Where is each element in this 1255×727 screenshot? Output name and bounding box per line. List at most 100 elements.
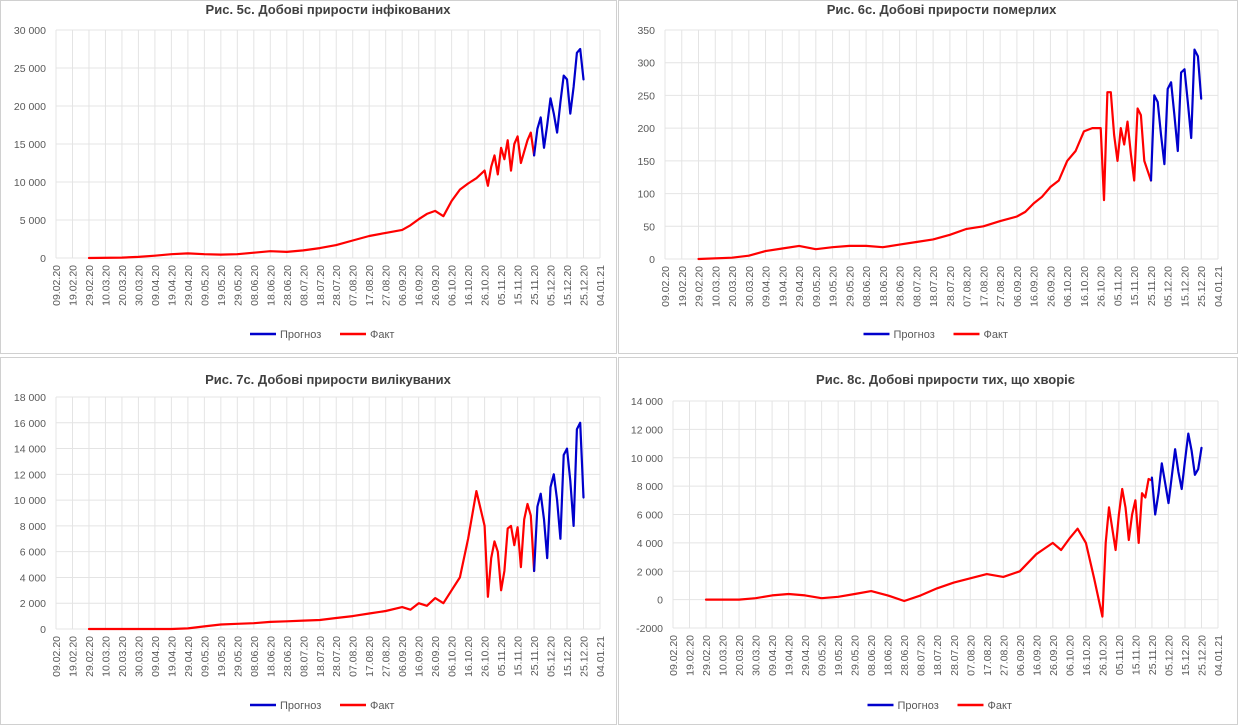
- x-tick-label: 10.03.20: [100, 636, 112, 677]
- y-tick-label: 4 000: [20, 572, 46, 584]
- y-tick-label: 20 000: [14, 101, 46, 113]
- y-tick-label: 350: [637, 25, 655, 37]
- x-tick-label: 19.05.20: [216, 636, 228, 677]
- x-tick-label: 26.10.20: [480, 636, 492, 677]
- x-tick-label: 26.09.20: [430, 636, 442, 677]
- y-tick-label: 250: [637, 90, 655, 102]
- legend-label: Факт: [988, 700, 1012, 712]
- chart-legend: Прогноз Факт: [250, 700, 394, 712]
- x-tick-label: 10.03.20: [718, 635, 730, 676]
- x-tick-label: 29.02.20: [694, 266, 706, 307]
- x-tick-label: 08.07.20: [298, 265, 310, 306]
- x-tick-label: 15.11.20: [1129, 266, 1141, 306]
- x-tick-label: 29.02.20: [84, 636, 96, 677]
- x-tick-label: 19.02.20: [685, 635, 697, 676]
- x-tick-label: 16.09.20: [414, 636, 426, 677]
- x-tick-label: 09.02.20: [51, 636, 63, 677]
- x-tick-label: 07.08.20: [348, 636, 360, 677]
- x-tick-label: 28.06.20: [282, 636, 294, 677]
- x-tick-label: 16.10.20: [463, 636, 475, 677]
- y-tick-label: 8 000: [20, 521, 46, 533]
- x-tick-label: 30.03.20: [133, 265, 145, 306]
- legend-label: Прогноз: [280, 329, 321, 341]
- chart-legend: Прогноз Факт: [250, 329, 394, 341]
- x-tick-label: 05.12.20: [1163, 266, 1175, 307]
- x-tick-label: 06.09.20: [397, 636, 409, 677]
- x-tick-label: 09.04.20: [767, 635, 779, 676]
- x-tick-label: 06.09.20: [1012, 266, 1024, 307]
- x-tick-label: 08.07.20: [298, 636, 310, 677]
- x-tick-label: 29.05.20: [232, 636, 244, 677]
- y-tick-label: 10 000: [14, 495, 46, 507]
- series-line-prognoz: [1149, 48, 1203, 182]
- x-tick-label: 05.12.20: [1163, 635, 1175, 676]
- series-line-fakt: [704, 477, 1154, 618]
- series-line-fakt: [87, 490, 536, 631]
- legend-label: Факт: [370, 329, 394, 341]
- y-tick-label: 50: [643, 221, 655, 233]
- x-tick-label: 06.10.20: [447, 265, 459, 306]
- x-tick-label: 29.05.20: [850, 635, 862, 676]
- x-tick-label: 08.07.20: [911, 266, 923, 307]
- x-tick-label: 15.12.20: [1180, 635, 1192, 676]
- y-tick-label: 200: [637, 123, 655, 135]
- x-tick-label: 19.05.20: [216, 265, 228, 306]
- y-tick-label: 0: [657, 595, 663, 607]
- x-tick-label: 25.12.20: [579, 265, 591, 306]
- x-tick-label: 15.12.20: [562, 265, 574, 306]
- x-tick-label: 08.06.20: [861, 266, 873, 307]
- chart-title: Рис. 6с. Добові прирости померлих: [827, 2, 1057, 17]
- x-tick-label: 07.08.20: [965, 635, 977, 676]
- x-tick-label: 18.07.20: [928, 266, 940, 307]
- x-tick-label: 06.09.20: [397, 265, 409, 306]
- y-tick-label: 6 000: [637, 510, 663, 522]
- x-tick-label: 27.08.20: [381, 636, 393, 677]
- x-tick-label: 20.03.20: [727, 266, 739, 307]
- x-tick-label: 20.03.20: [734, 635, 746, 676]
- x-tick-label: 19.04.20: [784, 635, 796, 676]
- x-tick-label: 04.01.21: [595, 636, 607, 677]
- x-tick-label: 29.05.20: [844, 266, 856, 307]
- x-tick-label: 09.02.20: [51, 265, 63, 306]
- chart-panel-border: [0, 357, 617, 725]
- y-tick-label: 14 000: [14, 444, 46, 456]
- chart-legend: Прогноз Факт: [863, 329, 1008, 341]
- x-tick-label: 10.03.20: [710, 266, 722, 307]
- x-tick-label: 30.03.20: [751, 635, 763, 676]
- x-tick-label: 09.05.20: [199, 636, 211, 677]
- legend-label: Прогноз: [898, 700, 939, 712]
- x-tick-label: 08.07.20: [916, 635, 928, 676]
- x-tick-label: 18.06.20: [265, 265, 277, 306]
- x-tick-label: 28.07.20: [331, 636, 343, 677]
- x-tick-label: 20.03.20: [117, 636, 129, 677]
- y-tick-label: 25 000: [14, 63, 46, 75]
- series-line-prognoz: [532, 47, 585, 157]
- chart-legend: Прогноз Факт: [867, 700, 1012, 712]
- x-tick-label: 25.11.20: [529, 265, 541, 305]
- y-tick-label: 5 000: [20, 215, 46, 227]
- legend-label: Факт: [370, 700, 394, 712]
- y-tick-label: 10 000: [631, 453, 663, 465]
- x-tick-label: 05.11.20: [496, 265, 508, 305]
- x-tick-label: 25.12.20: [579, 636, 591, 677]
- legend-label: Прогноз: [280, 700, 321, 712]
- y-tick-label: 16 000: [14, 418, 46, 430]
- x-tick-label: 26.09.20: [430, 265, 442, 306]
- chart-3: Рис. 7с. Добові прирости вилікуваних 09.0…: [0, 357, 617, 725]
- x-tick-label: 17.08.20: [982, 635, 994, 676]
- x-tick-label: 26.09.20: [1048, 635, 1060, 676]
- x-tick-label: 26.10.20: [480, 265, 492, 306]
- x-tick-label: 27.08.20: [998, 635, 1010, 676]
- x-tick-label: 29.04.20: [183, 636, 195, 677]
- x-tick-label: 27.08.20: [381, 265, 393, 306]
- x-tick-label: 19.02.20: [67, 265, 79, 306]
- chart-title: Рис. 7с. Добові прирости вилікуваних: [205, 372, 452, 387]
- x-tick-label: 15.11.20: [1130, 635, 1142, 675]
- chart-4: Рис. 8с. Добові прирости тих, що хворіє 0…: [618, 357, 1238, 725]
- x-tick-label: 15.11.20: [513, 265, 525, 305]
- x-tick-label: 28.06.20: [899, 635, 911, 676]
- x-tick-label: 19.04.20: [166, 636, 178, 677]
- x-tick-label: 05.11.20: [496, 636, 508, 676]
- x-tick-label: 09.04.20: [761, 266, 773, 307]
- y-tick-label: 18 000: [14, 392, 46, 404]
